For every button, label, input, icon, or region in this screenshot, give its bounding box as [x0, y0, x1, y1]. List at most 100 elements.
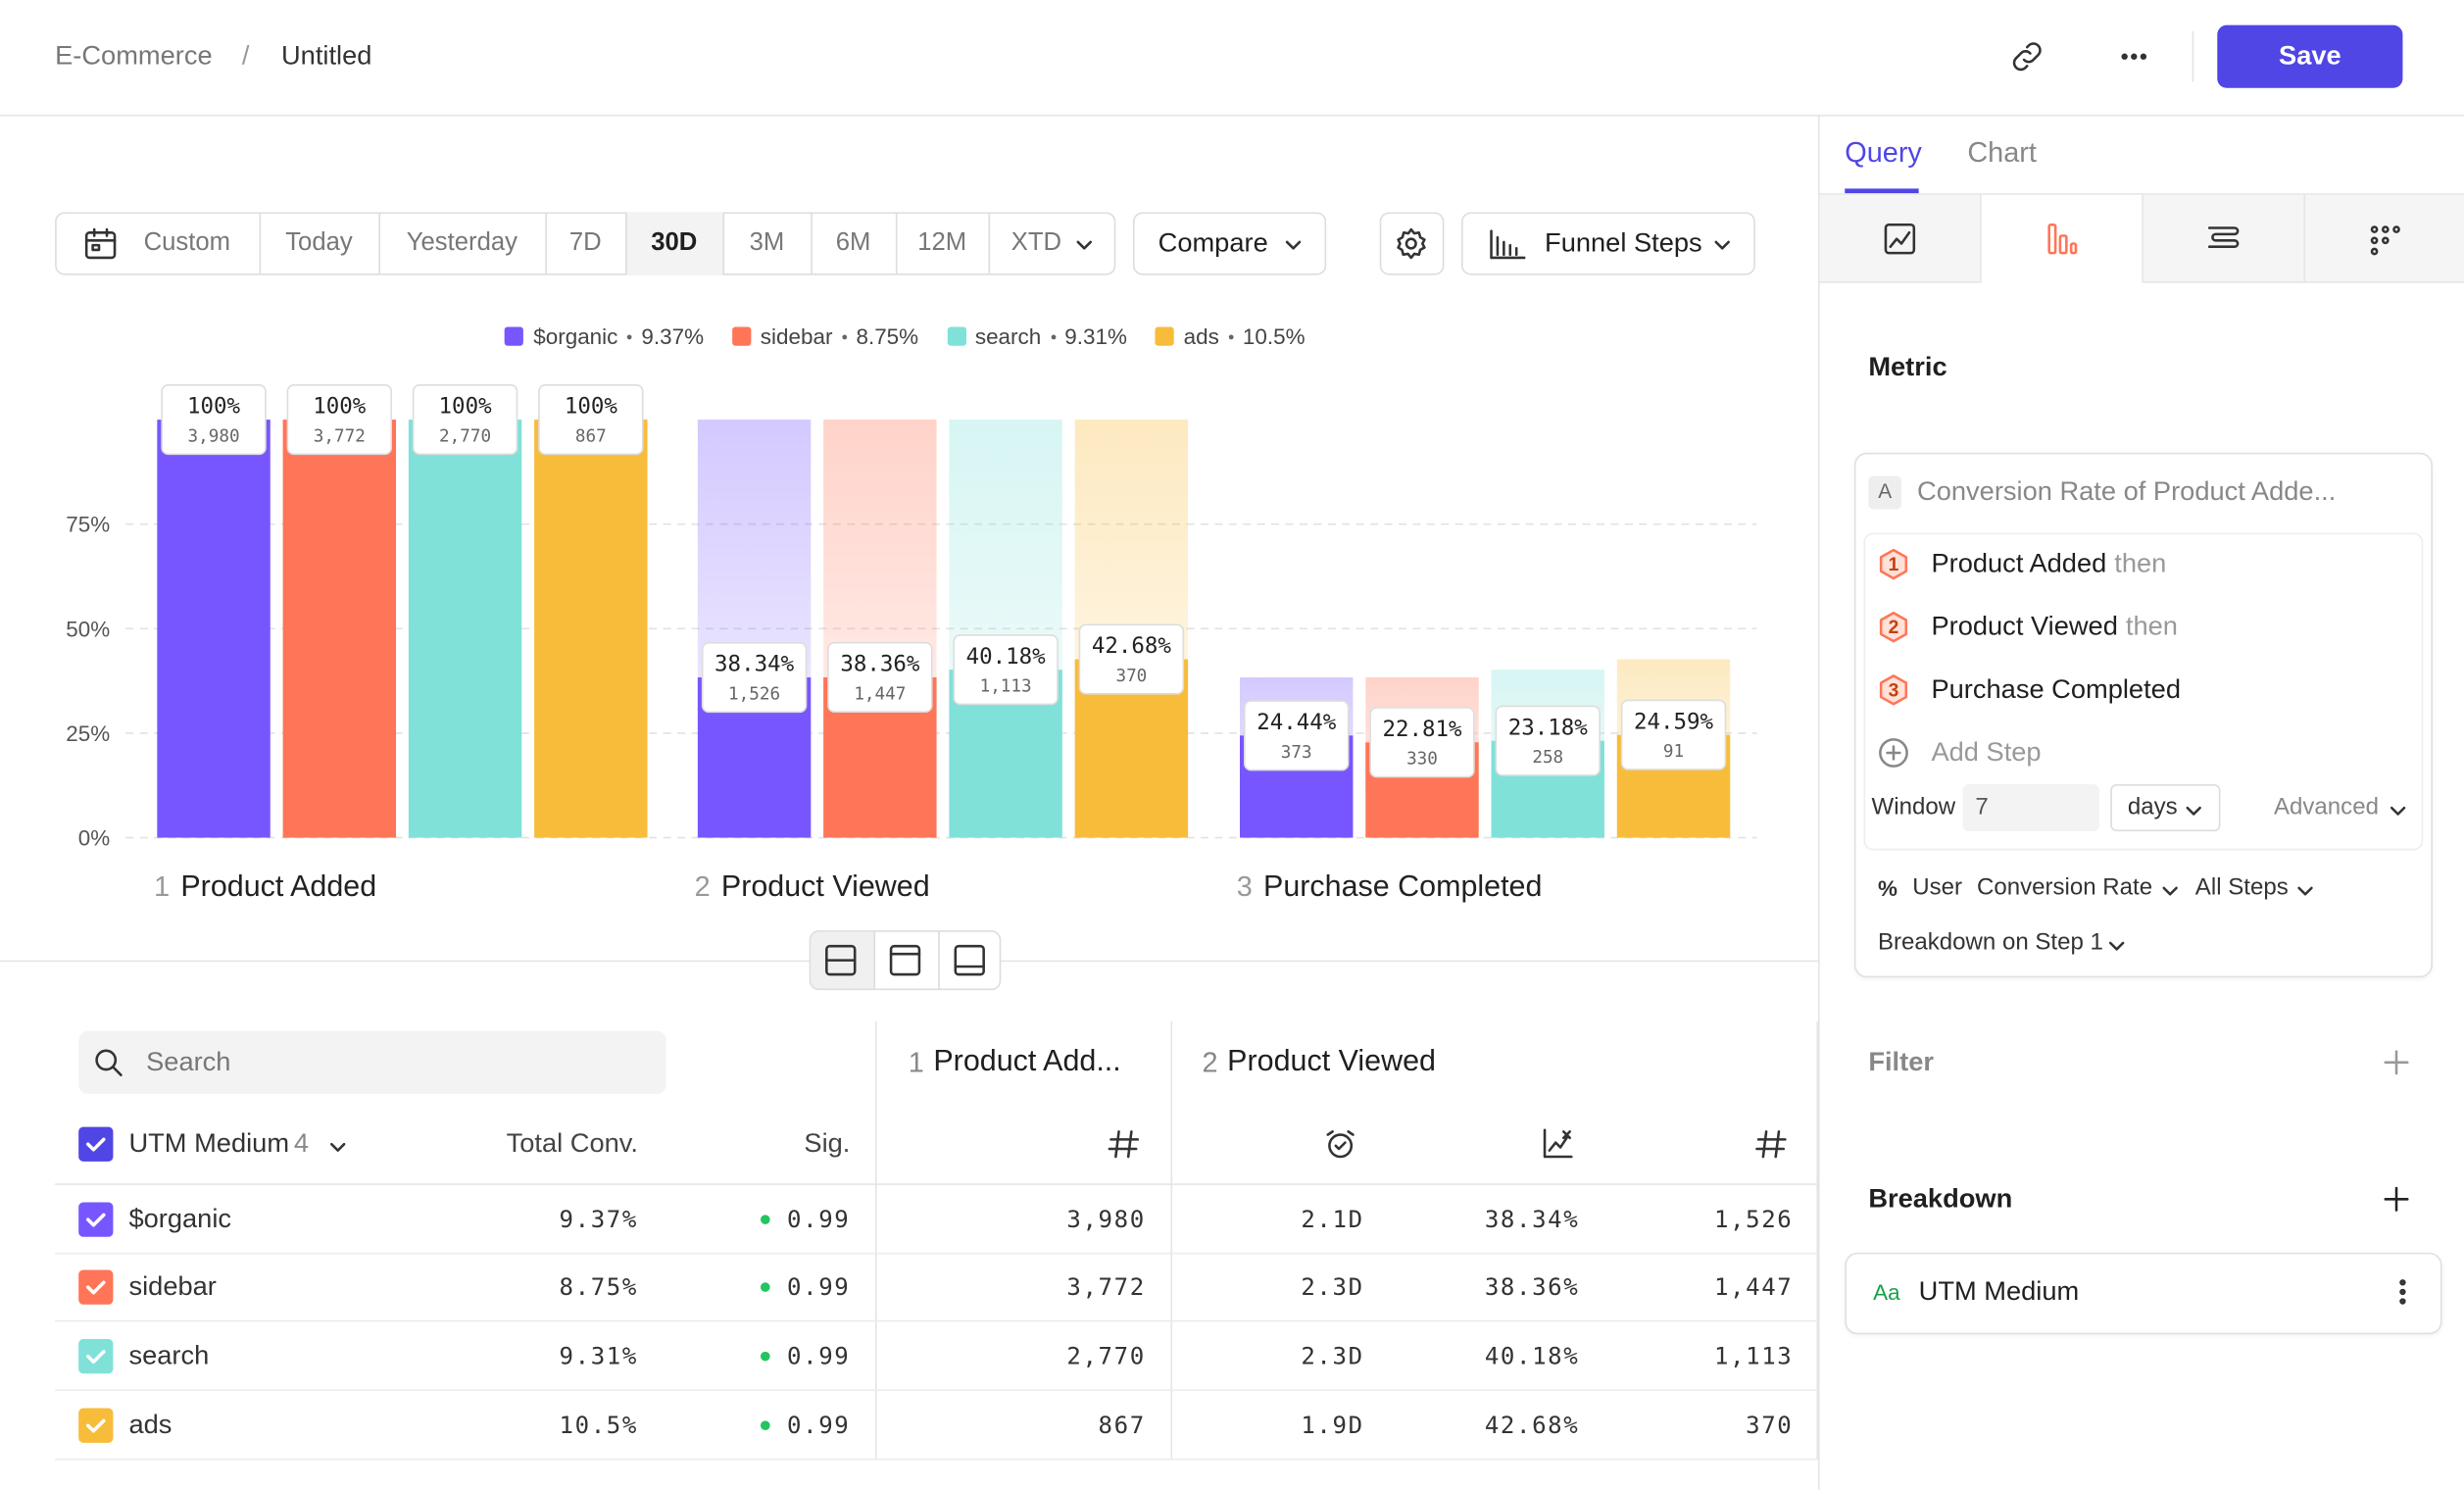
link-button-part-part: [2014, 51, 2030, 70]
table-col-divider: [1170, 1021, 1172, 1459]
viz-icon-part-part: [2372, 238, 2377, 243]
steps-scope[interactable]: All Steps: [2195, 869, 2289, 907]
time-icon-part: [1323, 1127, 1357, 1162]
breakdown-type: Aa: [1873, 1273, 1899, 1311]
top-border: [0, 115, 2464, 117]
viz-icon-part-part: [2372, 249, 2377, 254]
table-header-border: [55, 1183, 1818, 1185]
viz-icon-part: [2204, 220, 2242, 257]
breadcrumb[interactable]: E-Commerce: [55, 37, 213, 74]
calculation-chevron: [2161, 880, 2180, 899]
steps-scope-chevron: [2295, 880, 2314, 899]
calculation[interactable]: Conversion Rate: [1977, 869, 2152, 907]
step-suffix: then: [2126, 612, 2178, 641]
view-toggle[interactable]: [823, 943, 858, 977]
bar: [534, 420, 647, 837]
legend-name: sidebar: [761, 323, 833, 349]
view-toggle-part: [823, 943, 858, 977]
count-label: 1,526: [728, 684, 780, 704]
tab[interactable]: Chart: [1967, 133, 2037, 171]
step-name: Product Addedthen: [1931, 545, 2166, 582]
breakdown-on-chevron-part: [2107, 937, 2126, 956]
more-button-part-part: [2123, 55, 2127, 59]
count-icon-part-part: [1109, 1131, 1138, 1157]
bar: [1075, 660, 1188, 838]
percent-symbol: %: [1878, 869, 1897, 907]
add-step-icon[interactable]: [1878, 737, 1909, 769]
cell: 1,447: [1164, 1268, 1793, 1306]
y-tick-label: 25%: [66, 721, 110, 746]
view-toggle-part: [953, 943, 987, 977]
panel-divider: [1818, 117, 1820, 1490]
tab[interactable]: Query: [1845, 133, 1922, 171]
breakdown-menu-part: [2387, 1276, 2418, 1308]
step-suffix: then: [2114, 549, 2166, 578]
metric-name: Conversion Rate of Product Adde...: [1917, 473, 2336, 511]
view-toggle[interactable]: [888, 943, 922, 977]
step-number: 1: [154, 871, 170, 903]
legend-item[interactable]: sidebar8.75%: [732, 323, 918, 349]
value-label-box: [703, 643, 807, 713]
dropoff-bar: [949, 420, 1061, 837]
funnel-icon: [1487, 226, 1528, 261]
legend-dot: [1228, 334, 1233, 339]
rate-icon-part: [1540, 1127, 1574, 1162]
viz-icon-part-part: [2049, 224, 2055, 253]
step-name: Purchase Completed: [1931, 671, 2181, 709]
viz-icon-part-part: [2393, 227, 2398, 232]
bar: [1365, 742, 1478, 837]
view-toggle[interactable]: [953, 943, 987, 977]
viz-icon-part-part: [2071, 244, 2076, 254]
more-button-part: [2117, 39, 2151, 74]
view-toggle-part-part: [891, 946, 919, 974]
viz-icon-part-part: [2383, 227, 2388, 232]
filter-add-part: [2383, 1048, 2411, 1076]
count-label: 3,980: [188, 427, 240, 447]
step-column-name: Product Viewed: [1227, 1044, 1436, 1081]
more-button[interactable]: [2117, 39, 2151, 74]
breakdown-on[interactable]: Breakdown on Step 1: [1878, 924, 2103, 962]
legend-name: search: [975, 323, 1041, 349]
y-tick-label: 0%: [78, 826, 110, 851]
step-column-name: Product Add...: [933, 1044, 1120, 1081]
advanced[interactable]: Advanced: [2274, 789, 2379, 826]
measure[interactable]: User: [1912, 869, 1962, 907]
compare-chevron: [1284, 234, 1303, 253]
legend-item[interactable]: ads10.5%: [1156, 323, 1306, 349]
row-border: [55, 1459, 1818, 1461]
breakdown-add[interactable]: [2383, 1185, 2411, 1214]
add-step[interactable]: Add Step: [1931, 734, 2041, 771]
step-column-number: 2: [1203, 1044, 1218, 1081]
funnel-icon-part: [1487, 226, 1528, 261]
count-label: 370: [1115, 667, 1147, 686]
count-icon: [1107, 1127, 1141, 1162]
legend-swatch: [947, 326, 965, 345]
count-icon-part: [1107, 1127, 1141, 1162]
view-toggle-part-part: [956, 946, 984, 974]
count-label: 373: [1281, 743, 1312, 763]
save-button[interactable]: Save: [2217, 25, 2402, 88]
legend-item[interactable]: $organic9.37%: [505, 323, 704, 349]
value-label-box: [828, 643, 932, 713]
value-label: 38.34%: [715, 652, 795, 677]
value-label: 22.81%: [1382, 717, 1462, 742]
value-label-box: [287, 385, 391, 455]
rate-icon: [1540, 1127, 1574, 1162]
view-toggle-sep: [873, 932, 875, 989]
search-icon-part-part: [113, 1068, 121, 1075]
count-icon-part: [1753, 1127, 1788, 1162]
breakdown-add-part-part: [2386, 1188, 2407, 1210]
breakdown-add-part: [2383, 1185, 2411, 1214]
report-title: Untitled: [281, 37, 371, 74]
breakdown-menu[interactable]: [2387, 1276, 2418, 1308]
legend-item[interactable]: search9.31%: [947, 323, 1127, 349]
count-label: 867: [575, 427, 607, 447]
value-label: 100%: [439, 394, 493, 420]
window-label: Window: [1872, 789, 1956, 826]
filter-add[interactable]: [2383, 1048, 2411, 1076]
link-button[interactable]: [2010, 39, 2045, 74]
step-name: Product Viewedthen: [1931, 608, 2177, 645]
y-tick-label: 50%: [66, 617, 110, 641]
value-label-box: [954, 635, 1058, 705]
